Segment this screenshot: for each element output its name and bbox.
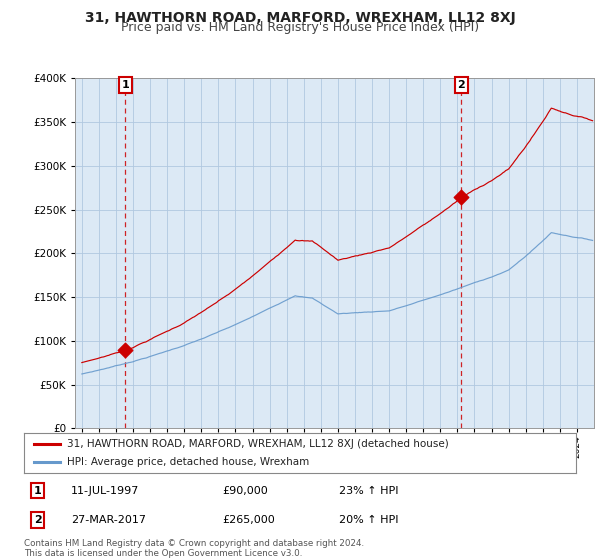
Text: 23% ↑ HPI: 23% ↑ HPI (338, 486, 398, 496)
Text: 31, HAWTHORN ROAD, MARFORD, WREXHAM, LL12 8XJ: 31, HAWTHORN ROAD, MARFORD, WREXHAM, LL1… (85, 11, 515, 25)
Text: £265,000: £265,000 (223, 515, 275, 525)
Text: 2: 2 (457, 80, 465, 90)
Text: £90,000: £90,000 (223, 486, 268, 496)
Text: Contains HM Land Registry data © Crown copyright and database right 2024.
This d: Contains HM Land Registry data © Crown c… (24, 539, 364, 558)
Text: 31, HAWTHORN ROAD, MARFORD, WREXHAM, LL12 8XJ (detached house): 31, HAWTHORN ROAD, MARFORD, WREXHAM, LL1… (67, 439, 448, 449)
Text: 11-JUL-1997: 11-JUL-1997 (71, 486, 139, 496)
Point (457, 192, 466, 201)
Text: 1: 1 (34, 486, 41, 496)
Text: 1: 1 (121, 80, 129, 90)
Text: 20% ↑ HPI: 20% ↑ HPI (338, 515, 398, 525)
Text: HPI: Average price, detached house, Wrexham: HPI: Average price, detached house, Wrex… (67, 458, 309, 467)
Point (121, 345, 130, 354)
Text: Price paid vs. HM Land Registry's House Price Index (HPI): Price paid vs. HM Land Registry's House … (121, 21, 479, 34)
Text: 27-MAR-2017: 27-MAR-2017 (71, 515, 146, 525)
Text: 2: 2 (34, 515, 41, 525)
